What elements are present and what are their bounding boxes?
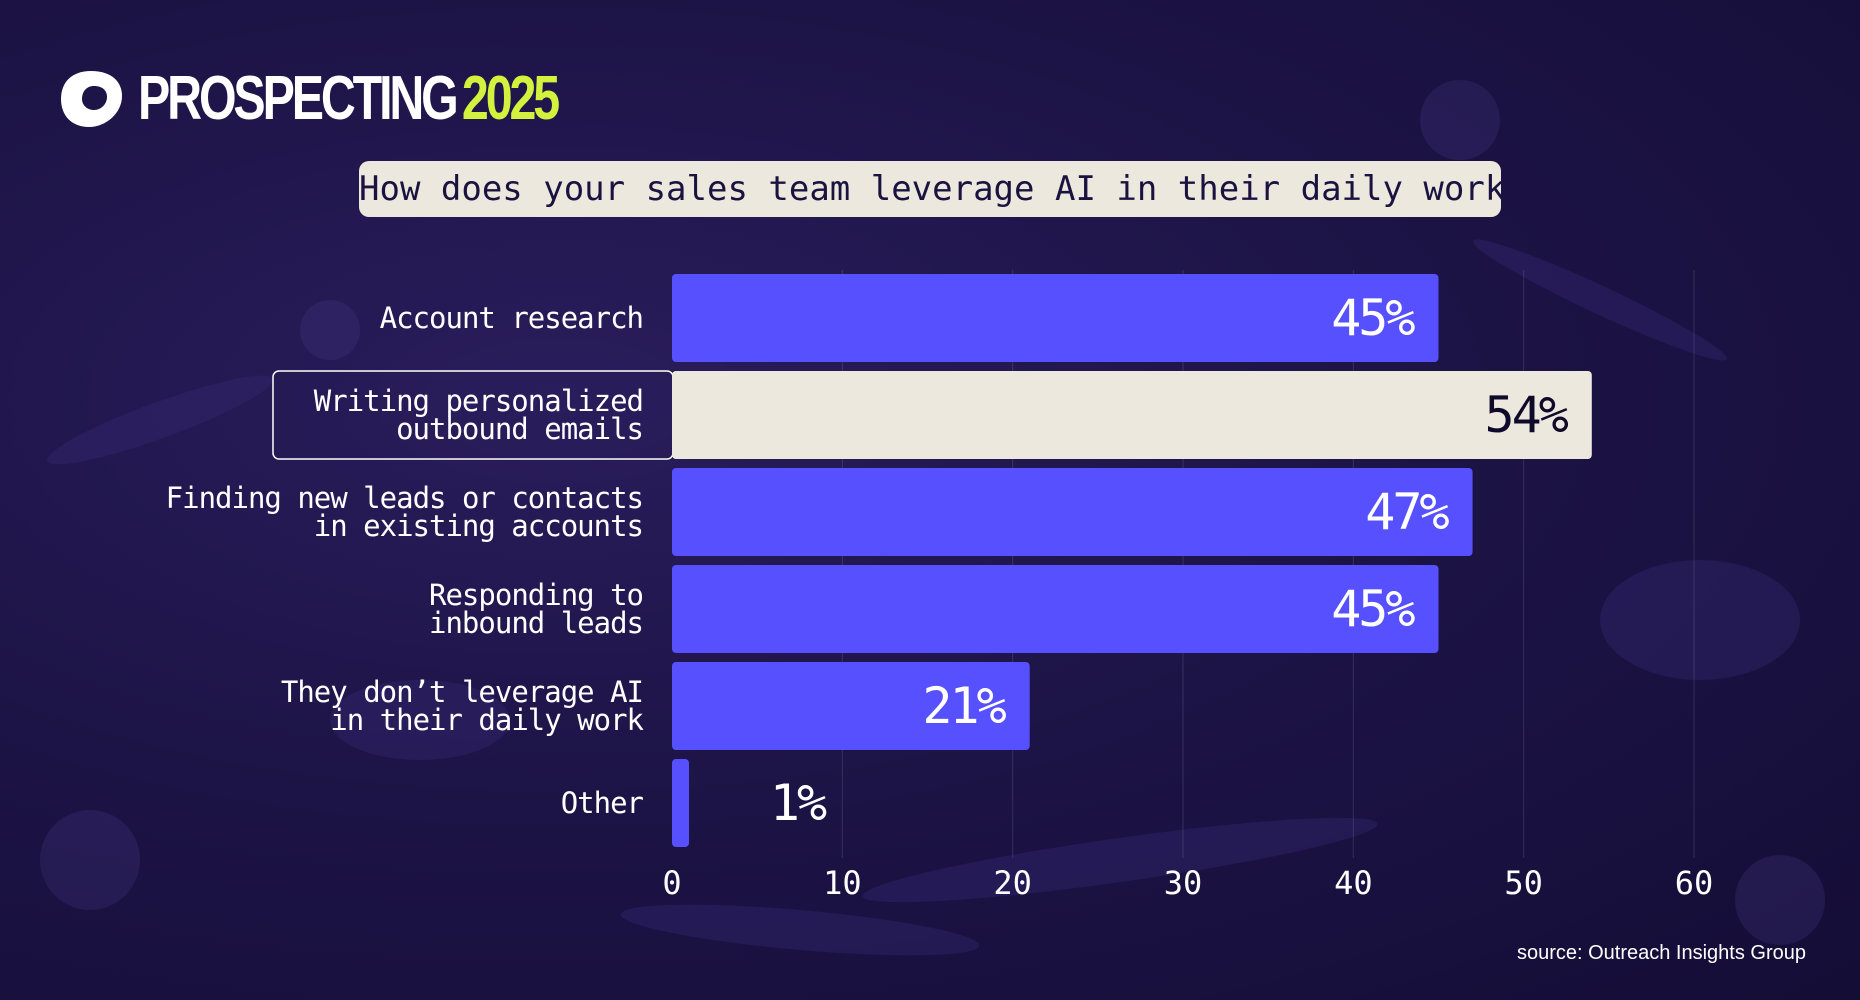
category-label: Account research [380, 301, 643, 335]
x-tick-label: 30 [1164, 864, 1203, 902]
x-tick-label: 0 [662, 864, 681, 902]
value-label: 47% [1365, 483, 1449, 541]
category-label: Other [561, 786, 644, 820]
brand-word-year: 2025 [461, 64, 560, 133]
category-label: They don’t leverage AI in their daily wor… [281, 675, 645, 737]
x-tick-label: 20 [993, 864, 1032, 902]
question-title: How does your sales team leverage AI in … [359, 161, 1526, 217]
brand-header: PROSPECTING 2025 [58, 66, 675, 132]
brand-word-prospecting: PROSPECTING [138, 64, 459, 133]
category-label: Responding to inbound leads [429, 578, 643, 640]
category-label: Writing personalized outbound emails [314, 384, 643, 446]
bar [672, 759, 690, 847]
value-label: 45% [1331, 580, 1415, 638]
bar [672, 662, 1030, 750]
bar [672, 468, 1473, 556]
value-label: 21% [922, 677, 1006, 735]
outreach-logo-icon [61, 71, 122, 127]
bar [672, 371, 1592, 459]
value-label: 54% [1484, 386, 1568, 444]
brand-wordmark: PROSPECTING 2025 [138, 68, 560, 130]
source-note: source: Outreach Insights Group [1516, 942, 1806, 964]
x-tick-label: 10 [823, 864, 862, 902]
x-tick-label: 40 [1334, 864, 1373, 902]
x-tick-label: 50 [1504, 864, 1543, 902]
value-label: 45% [1331, 289, 1415, 347]
x-tick-label: 60 [1675, 864, 1714, 902]
value-label: 1% [770, 774, 827, 832]
category-label: Finding new leads or contacts in existing… [166, 481, 643, 543]
bar [672, 274, 1439, 362]
bar [672, 565, 1439, 653]
